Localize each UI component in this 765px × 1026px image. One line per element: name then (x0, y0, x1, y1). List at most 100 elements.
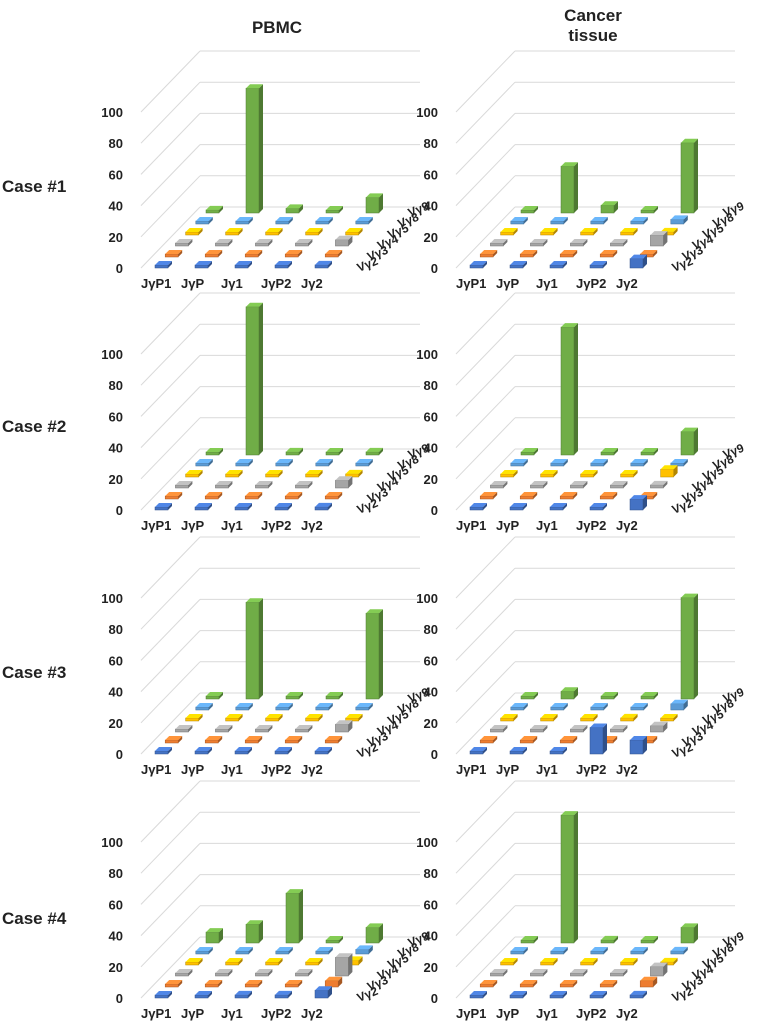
z-tick-label: 20 (424, 716, 438, 731)
bar-front (215, 484, 229, 489)
bar-front (285, 695, 300, 700)
bar-top (155, 503, 172, 507)
bar-front (274, 264, 289, 269)
bar-v-5-j-1 (265, 228, 283, 236)
grid-side-100 (455, 292, 516, 355)
bar-front (590, 220, 605, 225)
bar-side (633, 713, 638, 721)
bar-top (601, 692, 618, 696)
bar-side (563, 217, 568, 224)
bar-side (503, 481, 508, 488)
bar-top (530, 481, 548, 485)
bar-v-2-j-p (194, 261, 212, 269)
bar-front (285, 892, 300, 944)
bar-side (574, 323, 578, 455)
bar-front (365, 197, 380, 214)
bar-top (195, 503, 212, 507)
bar-side (358, 956, 363, 965)
bar-top (550, 991, 567, 995)
bar-top (305, 228, 323, 232)
bar-top (510, 217, 528, 221)
bar-v-9-j-p1 (520, 692, 538, 700)
bar-side (288, 503, 292, 510)
bar-v-4-j-p2 (610, 481, 628, 489)
bar-v-9-j-2 (365, 923, 383, 944)
bar-front (670, 219, 685, 225)
bar-front (325, 209, 340, 214)
bar-front (265, 231, 279, 236)
bar-side (338, 250, 343, 257)
bar-side (339, 206, 343, 213)
bar-v-3-j-1 (244, 492, 263, 500)
bar-v-5-j-p (225, 958, 243, 966)
bar-top (255, 481, 273, 485)
bar-front (549, 994, 564, 999)
bar-top (225, 958, 243, 962)
bar-top (315, 217, 333, 221)
bar-v-2-j-2 (629, 254, 647, 269)
bar-side (683, 459, 688, 466)
bar-top (630, 459, 648, 463)
bar-front (629, 498, 644, 511)
grid-side-20 (140, 661, 201, 724)
bar-top (175, 725, 193, 729)
series-label-v-9: Vγ9 (721, 199, 746, 220)
bar-top (155, 261, 172, 265)
bar-top (215, 725, 233, 729)
bar-side (238, 958, 243, 965)
bar-side (248, 990, 252, 998)
bar-side (603, 459, 608, 466)
bar-top (265, 714, 283, 718)
bar-top (520, 250, 538, 254)
bar-front (670, 703, 685, 711)
bar-v-3-j-p2 (599, 492, 618, 500)
bar-v-5-j-p2 (620, 958, 638, 966)
bar-v-8-j-2 (355, 945, 373, 955)
bar-side (228, 481, 233, 488)
bar-side (573, 250, 578, 257)
bar-top (500, 228, 518, 232)
bar-v-5-j-p (540, 470, 558, 478)
bar-top (630, 703, 648, 707)
bar-front (205, 695, 220, 700)
bar-v-9-j-p (560, 811, 578, 944)
bar-front (599, 253, 614, 258)
bar-v-4-j-1 (255, 481, 273, 489)
bar-front (599, 495, 614, 500)
bar-side (208, 261, 212, 268)
bar-front (570, 728, 584, 733)
bar-top (510, 261, 527, 265)
bar-side (328, 986, 332, 998)
bar-front (204, 983, 219, 988)
bar-v-9-j-p1 (520, 206, 538, 214)
bar-side (643, 495, 647, 510)
bar-top (275, 703, 293, 707)
bar-top (235, 703, 253, 707)
bar-front (559, 983, 574, 988)
bar-v-2-j-1 (549, 503, 567, 511)
bar-front (175, 728, 189, 733)
bar-v-9-j-p1 (205, 692, 223, 700)
bar-front (640, 939, 655, 944)
bar-top (670, 459, 688, 463)
bar-front (315, 220, 330, 225)
bar-side (328, 260, 332, 268)
x-tick-label-j-p: JγP (181, 762, 204, 777)
bar-top (630, 735, 647, 740)
bar-v-3-j-p (204, 736, 223, 744)
bar-side (258, 980, 263, 987)
bar-top (205, 980, 223, 984)
bar-side (543, 725, 548, 732)
bar-side (543, 481, 548, 488)
bar-front (255, 242, 269, 247)
bar-v-4-j-p1 (175, 481, 193, 489)
bar-side (493, 736, 498, 743)
bar-top (286, 692, 303, 696)
bar-side (523, 703, 528, 710)
bar-front (650, 725, 664, 733)
bar-v-8-j-p2 (630, 217, 648, 225)
z-tick-label: 100 (101, 105, 123, 120)
bar-front (580, 717, 594, 722)
bar-side (483, 503, 487, 510)
